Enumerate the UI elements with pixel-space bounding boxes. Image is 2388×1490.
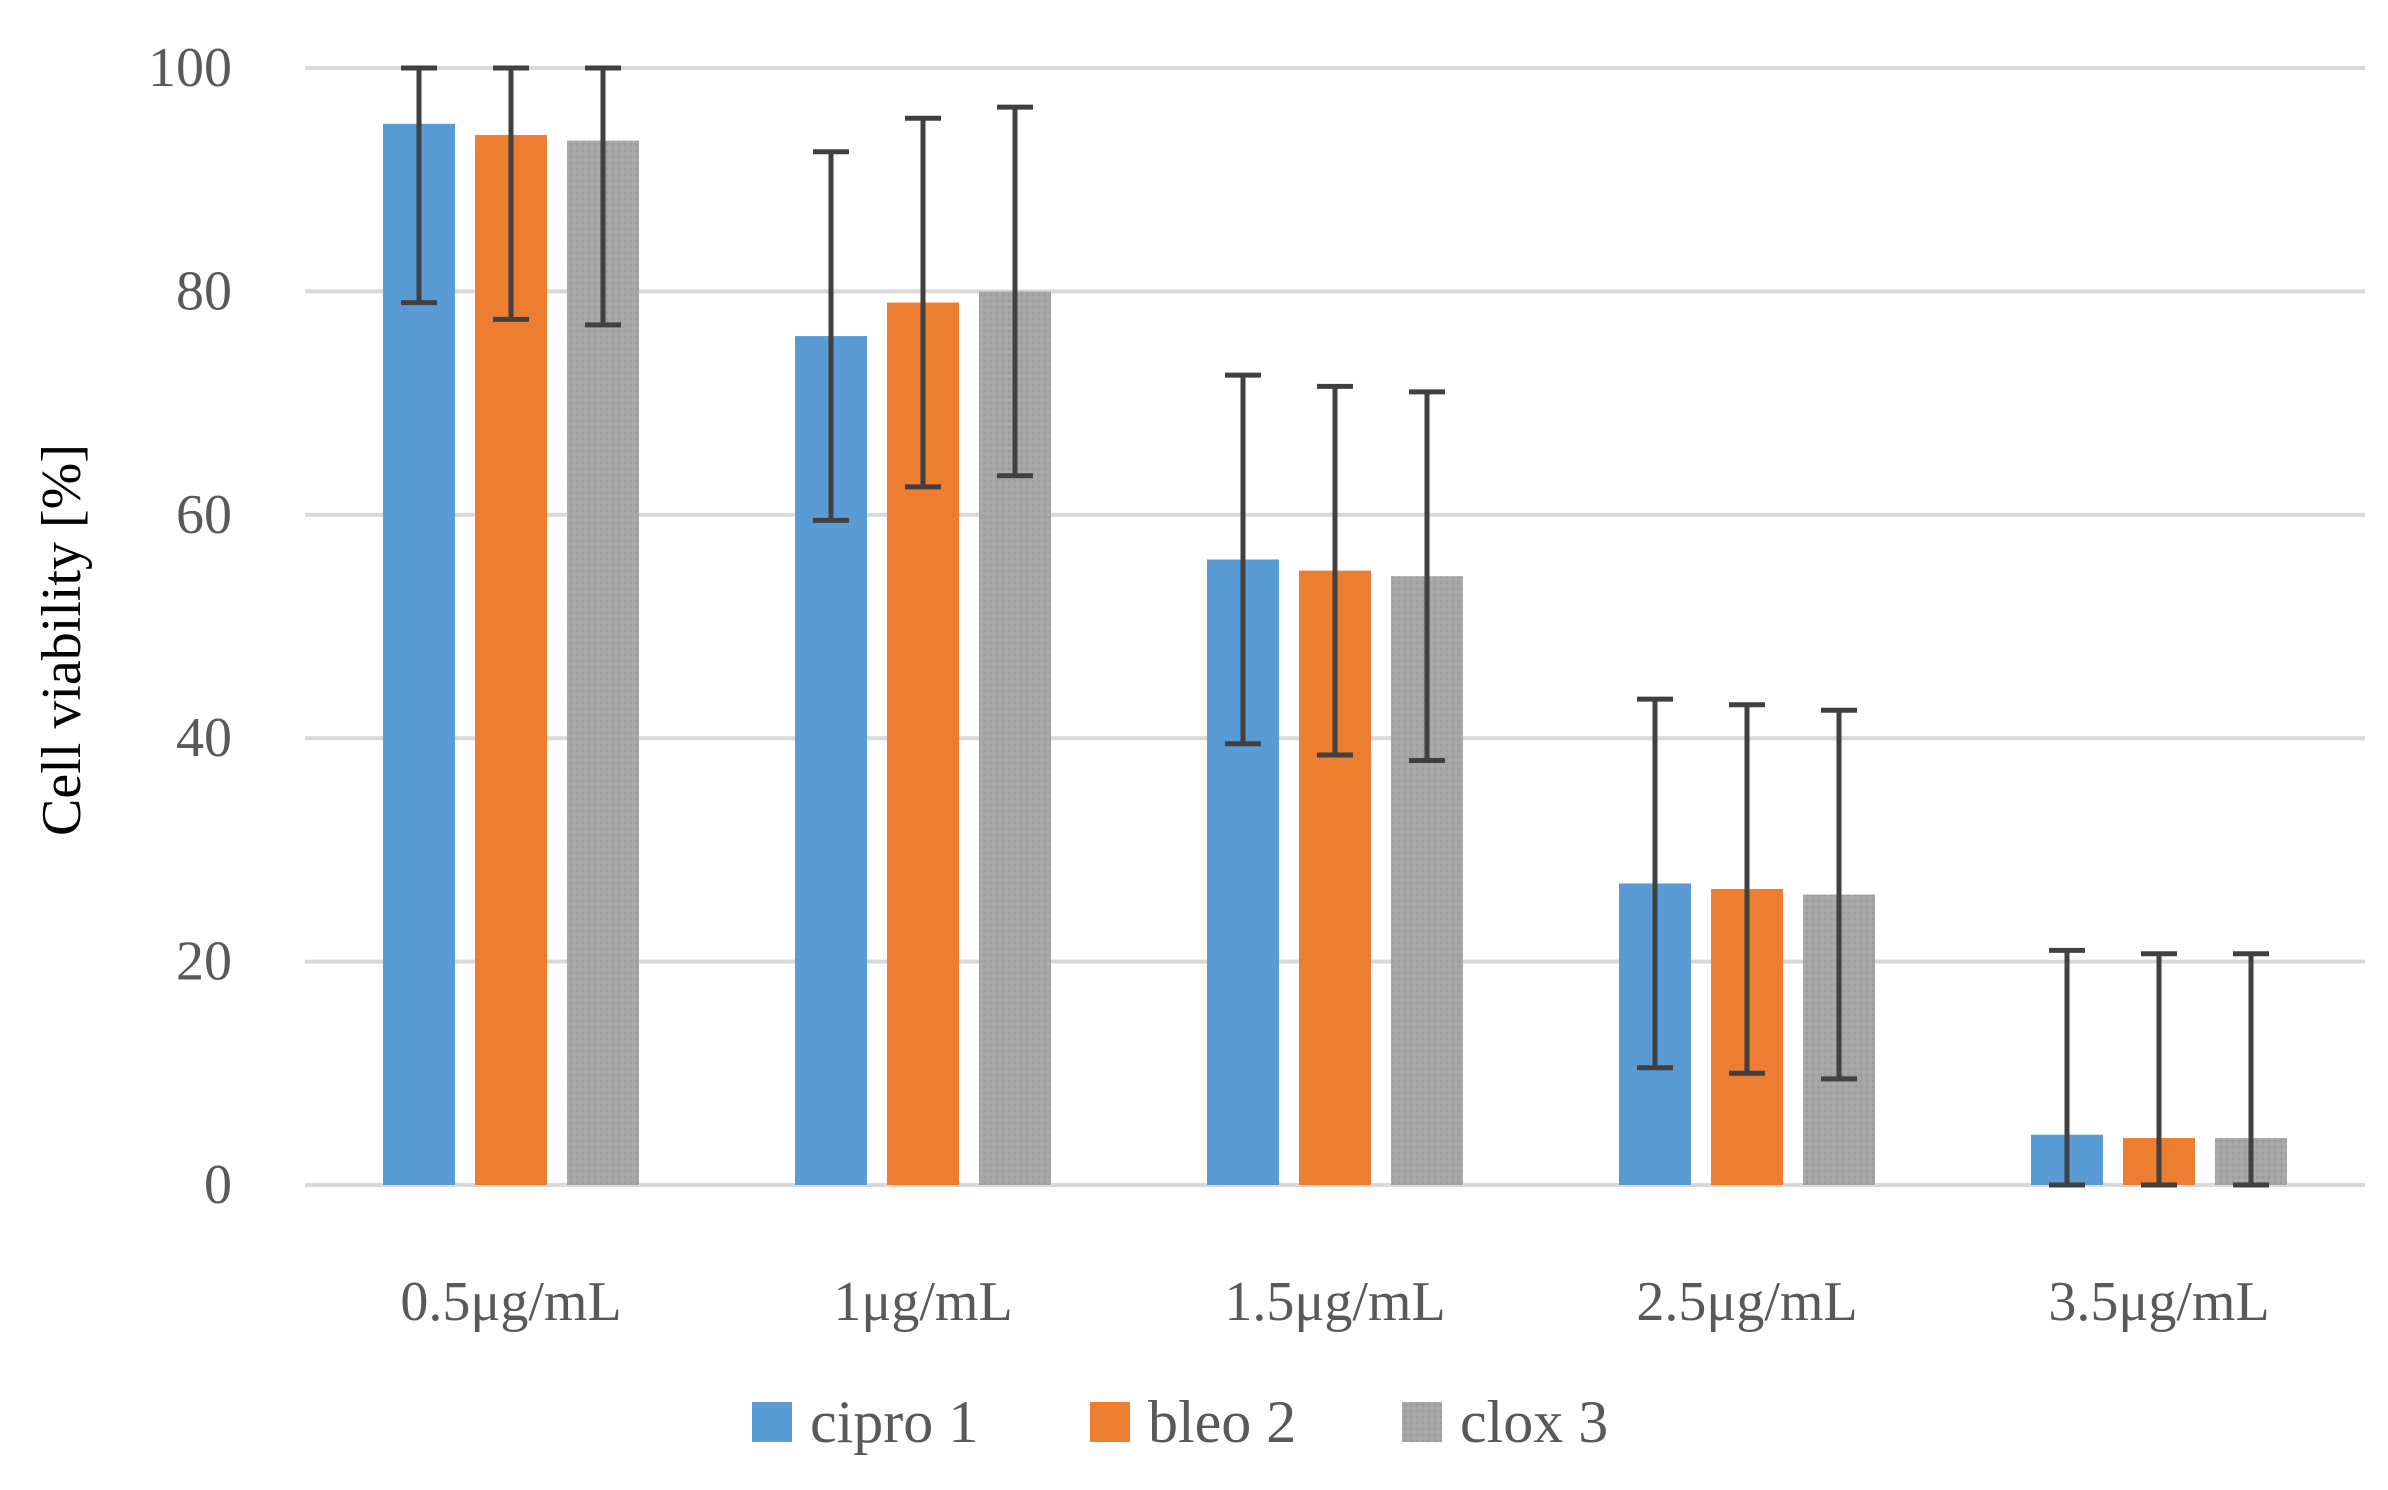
x-tick-label: 1.5μg/mL [1224, 1271, 1445, 1333]
legend-swatch [752, 1402, 792, 1442]
x-tick-label: 3.5μg/mL [2048, 1271, 2269, 1333]
legend-label: clox 3 [1460, 1389, 1608, 1455]
x-axis-ticks: 0.5μg/mL 1μg/mL 1.5μg/mL 2.5μg/mL 3.5μg/mL [400, 1271, 2269, 1333]
y-tick-label: 20 [176, 931, 232, 993]
y-tick-label: 100 [148, 37, 232, 99]
y-axis-ticks: 0 20 40 60 80 100 [148, 37, 232, 1216]
x-tick-label: 2.5μg/mL [1636, 1271, 1857, 1333]
x-tick-label: 0.5μg/mL [400, 1271, 621, 1333]
y-tick-label: 80 [176, 260, 232, 322]
y-tick-label: 0 [204, 1154, 232, 1216]
legend-swatch [1090, 1402, 1130, 1442]
legend: cipro 1 bleo 2 clox 3 [752, 1389, 1608, 1455]
x-tick-label: 1μg/mL [833, 1271, 1012, 1333]
y-axis-label: Cell viability [%] [31, 444, 93, 836]
y-tick-label: 60 [176, 484, 232, 546]
legend-label: bleo 2 [1148, 1389, 1296, 1455]
legend-swatch [1402, 1402, 1442, 1442]
y-tick-label: 40 [176, 707, 232, 769]
error-bars [401, 65, 2269, 1188]
legend-label: cipro 1 [810, 1389, 978, 1455]
bars [383, 123, 2287, 1186]
